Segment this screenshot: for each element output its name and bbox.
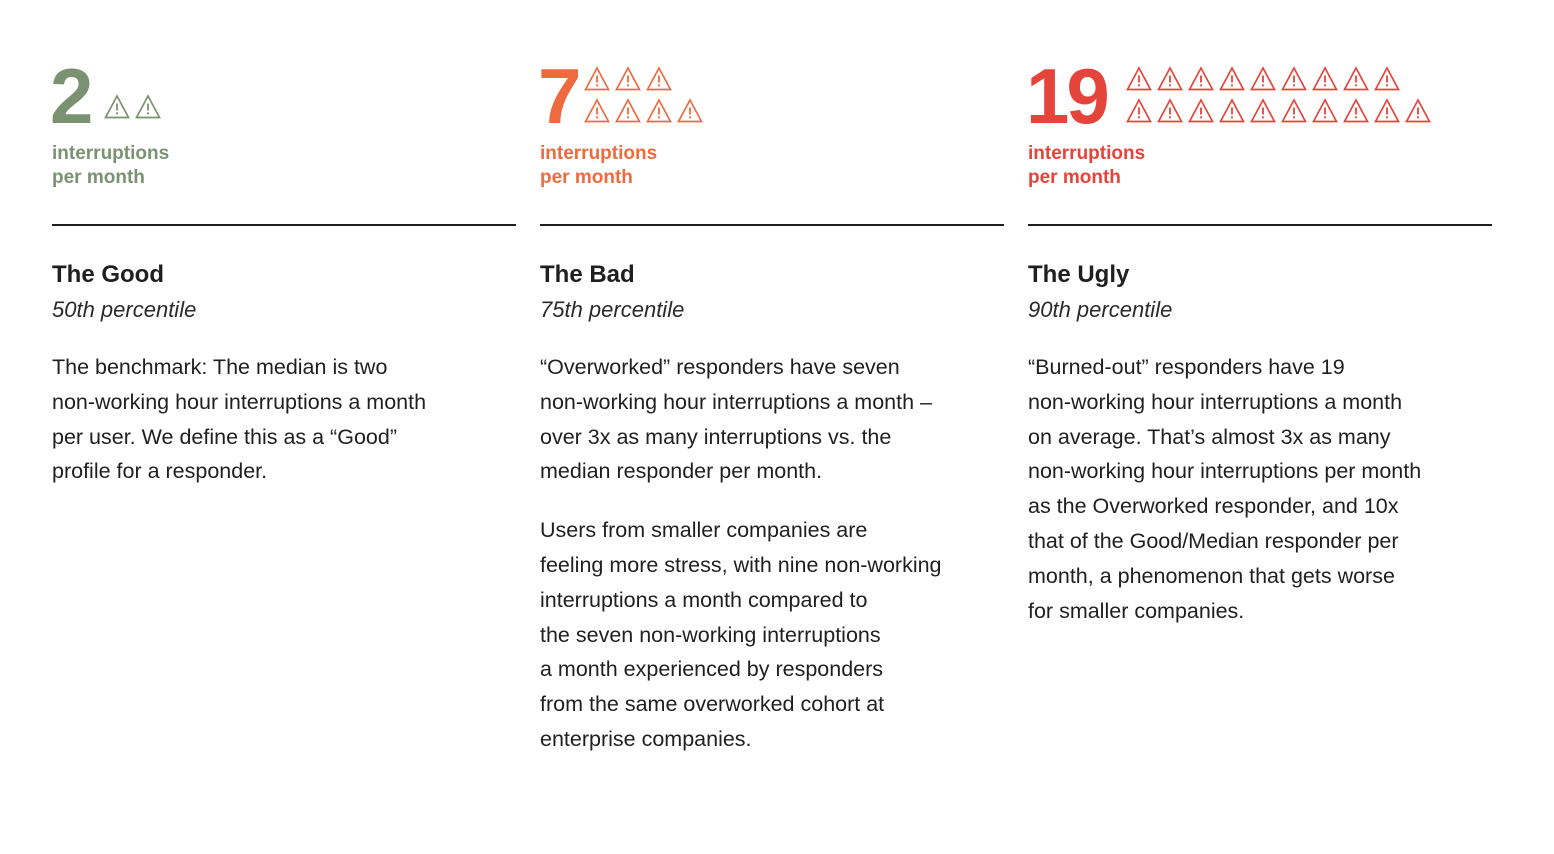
warning-triangle-icon: [584, 98, 610, 124]
unit-line-1: interruptions: [52, 143, 170, 164]
unit-label: interruptions per month: [1028, 142, 1492, 190]
column-bad: 7 interruptions per month The Bad 75th p…: [538, 52, 1004, 757]
warning-icons: [584, 66, 708, 130]
divider: [540, 224, 1004, 226]
text-line: a month experienced by responders: [540, 657, 884, 682]
text-line: The benchmark: The median is two: [52, 355, 388, 379]
icon-row: [584, 98, 708, 126]
icon-row: [104, 94, 166, 122]
percentile-label: 75th percentile: [540, 297, 685, 322]
interruption-count: 7: [538, 52, 581, 140]
warning-triangle-icon: [1312, 66, 1338, 92]
text-line: non-working hour interruptions a month: [52, 389, 427, 414]
warning-triangle-icon: [1188, 66, 1214, 92]
stat-block: 7: [538, 52, 1004, 140]
description-paragraph: Users from smaller companies are feeling…: [540, 513, 1004, 757]
text-line: on average. That’s almost 3x as many: [1028, 424, 1391, 449]
unit-line-1: interruptions: [540, 143, 658, 164]
warning-triangle-icon: [646, 98, 672, 124]
unit-line-2: per month: [540, 167, 633, 188]
text-line: “Burned-out” responders have 19: [1028, 355, 1345, 379]
warning-triangle-icon: [1281, 66, 1307, 92]
warning-triangle-icon: [615, 66, 641, 92]
column-ugly: 19 interruptions per month The Ugly 90th…: [1026, 52, 1492, 628]
warning-triangle-icon: [1157, 66, 1183, 92]
warning-triangle-icon: [1312, 98, 1338, 124]
icon-row: [1126, 66, 1436, 94]
text-line: the seven non-working interruptions: [540, 622, 881, 647]
description-paragraph: The benchmark: The median is two non-wor…: [52, 350, 516, 489]
interruption-count: 19: [1026, 52, 1110, 140]
divider: [52, 224, 516, 226]
warning-triangle-icon: [1343, 98, 1369, 124]
unit-line-1: interruptions: [1028, 143, 1146, 164]
warning-icons: [1126, 66, 1436, 130]
unit-line-2: per month: [52, 167, 145, 188]
text-line: “Overworked” responders have seven: [540, 355, 900, 379]
text-line: non-working hour interruptions a month: [1028, 389, 1403, 414]
stat-block: 19: [1026, 52, 1492, 140]
warning-triangle-icon: [1126, 66, 1152, 92]
divider: [1028, 224, 1492, 226]
icon-row: [1126, 98, 1436, 126]
section-title: The Good: [52, 261, 164, 288]
text-line: enterprise companies.: [540, 726, 752, 751]
text-line: non-working hour interruptions per month: [1028, 459, 1422, 484]
text-line: median responder per month.: [540, 459, 823, 484]
icon-row: [584, 66, 708, 94]
warning-triangle-icon: [1374, 66, 1400, 92]
percentile-label: 50th percentile: [52, 297, 197, 322]
warning-triangle-icon: [1219, 98, 1245, 124]
unit-line-2: per month: [1028, 167, 1121, 188]
text-line: for smaller companies.: [1028, 598, 1245, 623]
warning-triangle-icon: [1157, 98, 1183, 124]
warning-triangle-icon: [135, 94, 161, 120]
warning-triangle-icon: [1250, 66, 1276, 92]
warning-triangle-icon: [104, 94, 130, 120]
warning-triangle-icon: [584, 66, 610, 92]
warning-triangle-icon: [1126, 98, 1152, 124]
text-line: interruptions a month compared to: [540, 587, 868, 612]
text-line: that of the Good/Median responder per: [1028, 528, 1399, 553]
description-paragraph: “Overworked” responders have seven non-w…: [540, 350, 1004, 489]
text-line: month, a phenomenon that gets worse: [1028, 563, 1395, 588]
text-line: non-working hour interruptions a month –: [540, 389, 932, 414]
section-title: The Bad: [540, 261, 635, 288]
warning-triangle-icon: [1281, 98, 1307, 124]
text-line: feeling more stress, with nine non-worki…: [540, 552, 942, 577]
warning-triangle-icon: [646, 66, 672, 92]
warning-triangle-icon: [677, 98, 703, 124]
stat-block: 2: [50, 52, 516, 140]
warning-triangle-icon: [1374, 98, 1400, 124]
warning-triangle-icon: [1250, 98, 1276, 124]
warning-triangle-icon: [1405, 98, 1431, 124]
description-paragraph: “Burned-out” responders have 19 non-work…: [1028, 350, 1492, 628]
unit-label: interruptions per month: [52, 142, 516, 190]
interruption-count: 2: [50, 52, 93, 140]
warning-triangle-icon: [1343, 66, 1369, 92]
text-line: from the same overworked cohort at: [540, 692, 885, 717]
percentile-label: 90th percentile: [1028, 297, 1173, 322]
warning-triangle-icon: [1188, 98, 1214, 124]
section-title: The Ugly: [1028, 261, 1130, 288]
text-line: as the Overworked responder, and 10x: [1028, 494, 1399, 519]
column-good: 2 interruptions per month The Good 50th …: [50, 52, 516, 489]
warning-triangle-icon: [615, 98, 641, 124]
text-line: per user. We define this as a “Good”: [52, 424, 397, 449]
unit-label: interruptions per month: [540, 142, 1004, 190]
text-line: over 3x as many interruptions vs. the: [540, 424, 892, 449]
warning-icons: [104, 94, 166, 126]
text-line: Users from smaller companies are: [540, 518, 868, 543]
text-line: profile for a responder.: [52, 459, 268, 484]
warning-triangle-icon: [1219, 66, 1245, 92]
